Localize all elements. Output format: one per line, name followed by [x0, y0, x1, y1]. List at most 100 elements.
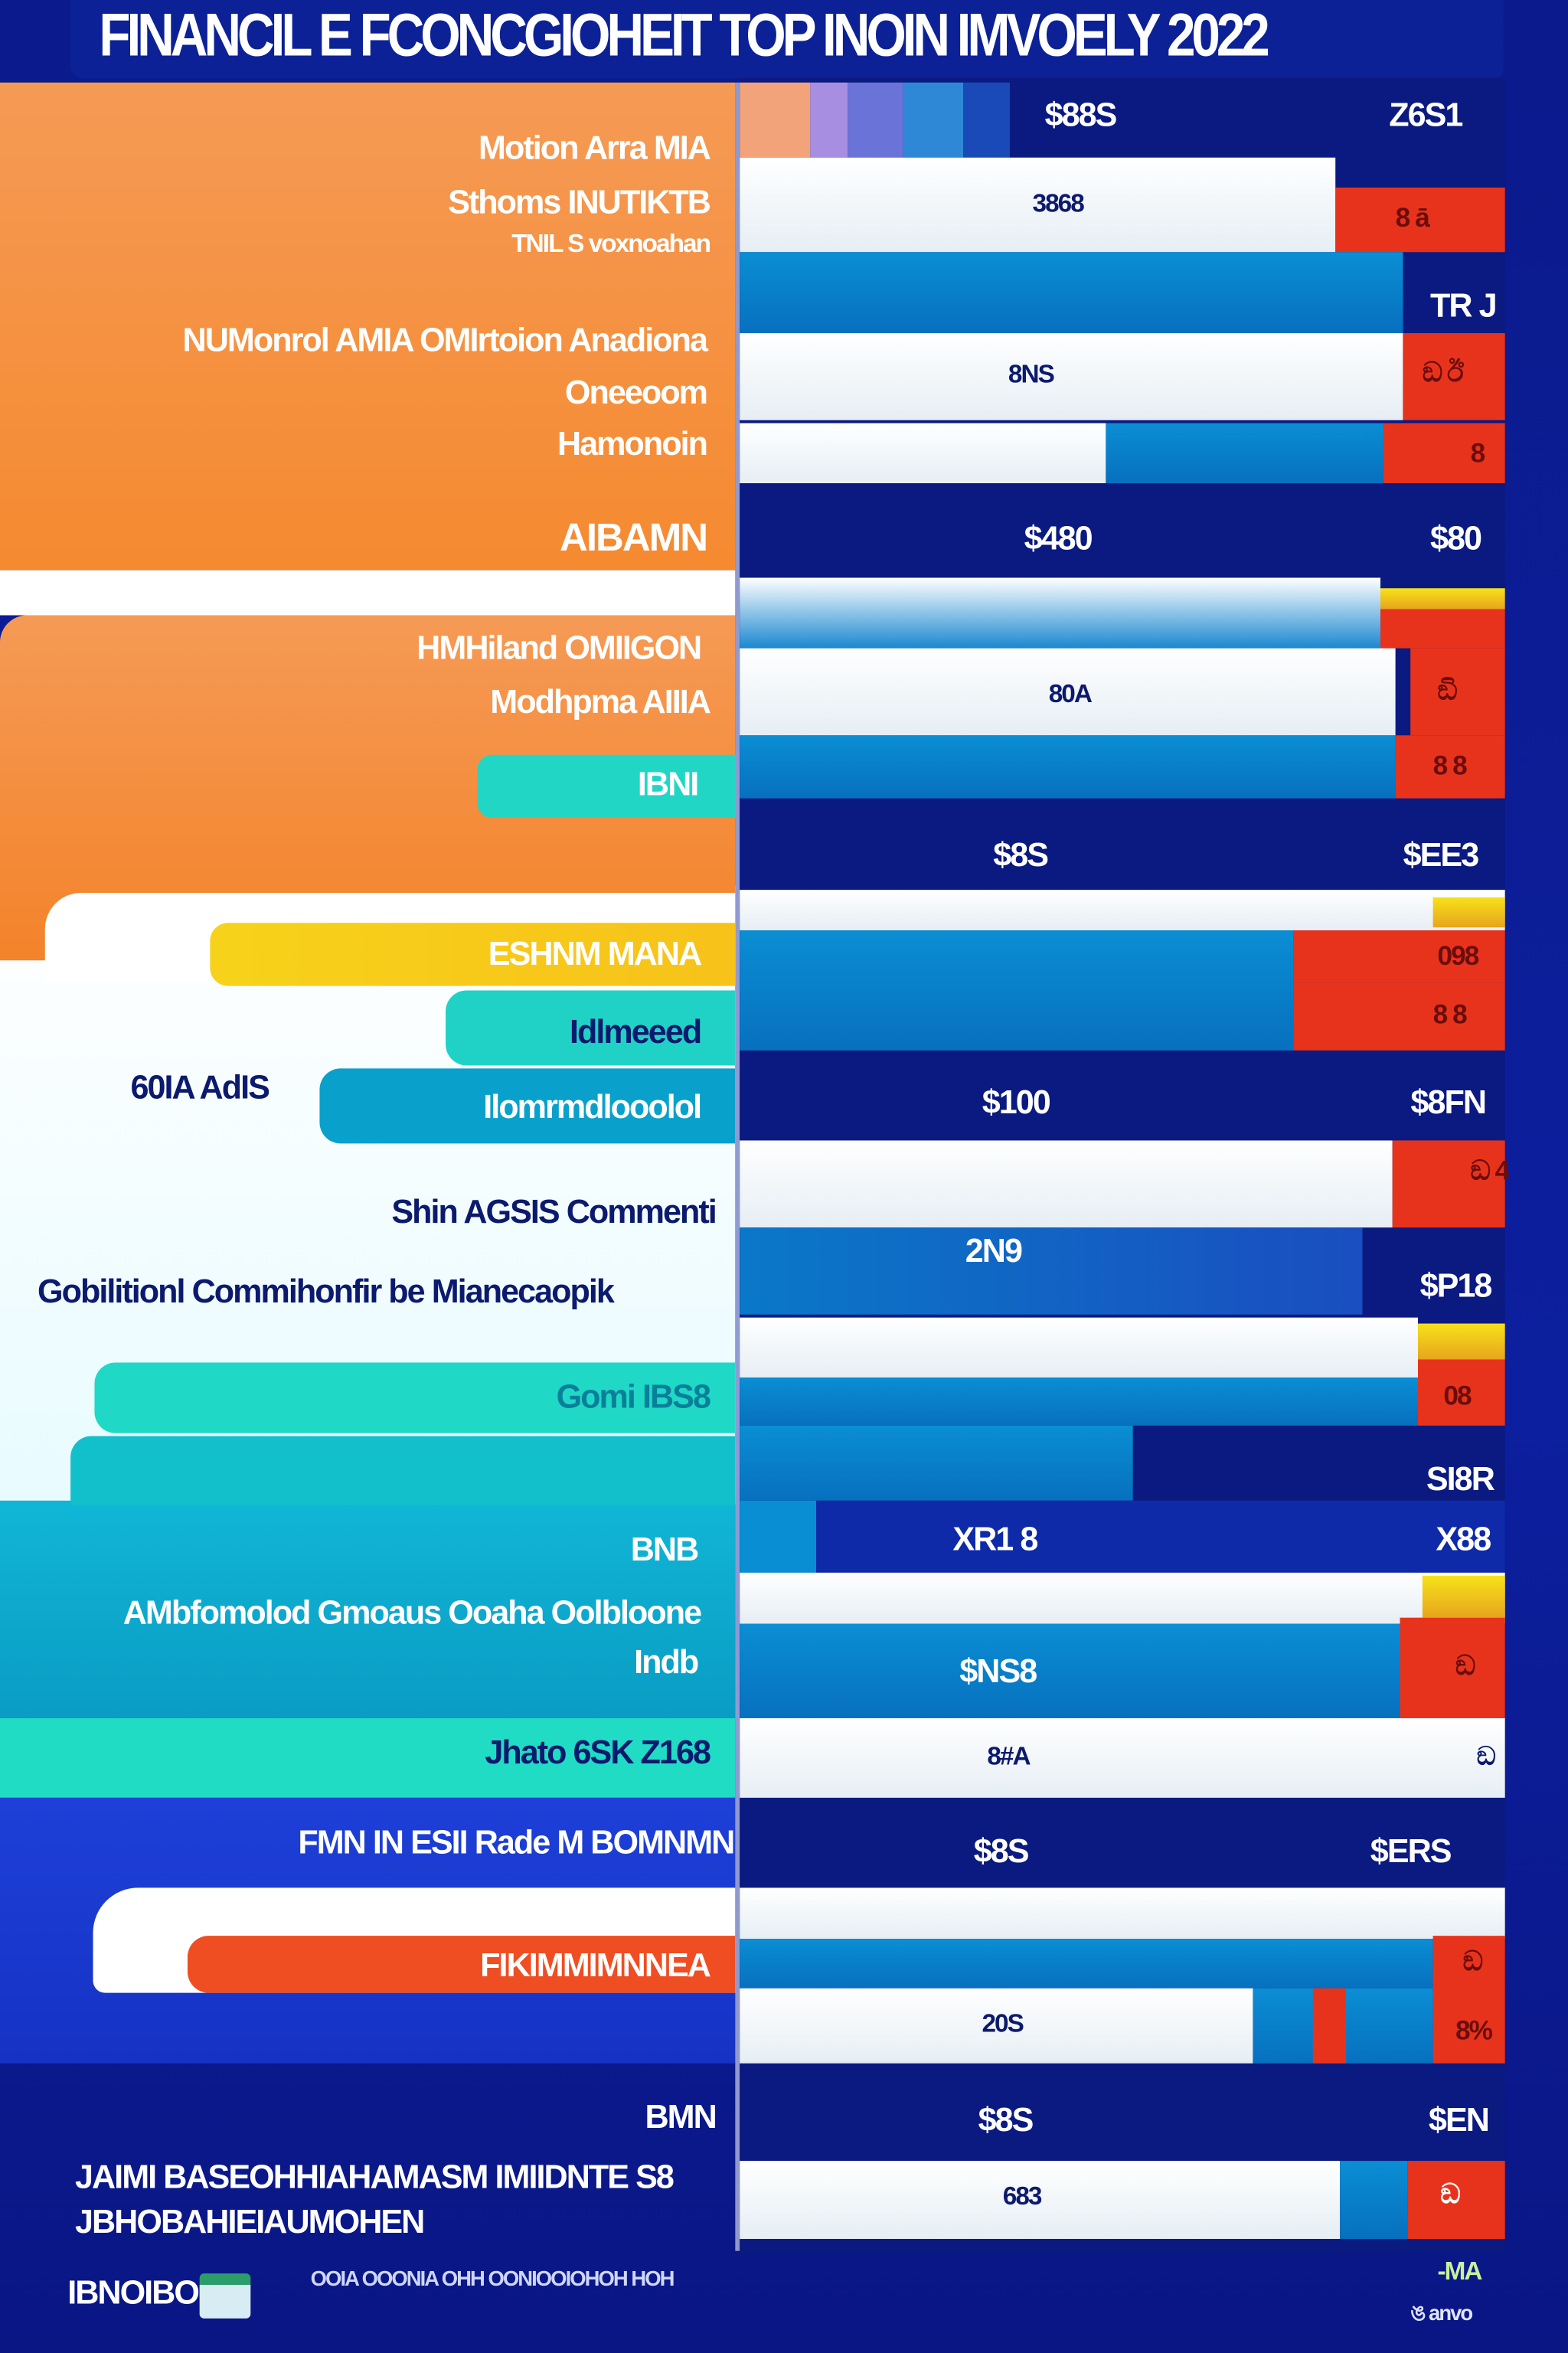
r4-value: 8NS	[1008, 360, 1055, 389]
bar-r18-red	[1418, 1359, 1505, 1426]
bar-r2	[740, 157, 1336, 253]
orange-section-1	[0, 82, 736, 570]
bar-r11-yellow	[1432, 897, 1505, 928]
r19-value: SI8R	[1426, 1459, 1495, 1498]
bar-r11	[740, 890, 1505, 931]
bar-r9	[740, 735, 1396, 799]
swatch-lavender	[810, 82, 848, 158]
r27-value: 20S	[982, 2009, 1024, 2038]
r10-value-a: $8S	[993, 835, 1049, 874]
r14-value-a: $100	[982, 1083, 1051, 1121]
r26-red-value: ඞ	[1462, 1946, 1483, 1977]
logo-icon	[199, 2273, 251, 2319]
label-s10-1: BMN	[645, 2097, 717, 2136]
footer-right-a: -MA	[1437, 2257, 1482, 2286]
pill-blue	[319, 1068, 736, 1144]
bar-r7-red	[1380, 609, 1505, 649]
pill-teal	[446, 990, 736, 1066]
r20-value-b: X88	[1436, 1520, 1491, 1558]
bar-r23	[740, 1717, 1505, 1798]
r9-red-value: 8 8	[1432, 750, 1468, 781]
pill-blue-label: Ilomrmdlooolol	[483, 1087, 702, 1126]
r12-red-value: 098	[1437, 940, 1479, 971]
footer-text: OOIA OOONIA OHH OONIOOIOHOH HOH	[310, 2266, 675, 2290]
bar-r22	[740, 1623, 1400, 1718]
footer-right-b: ঙ anvo	[1410, 2300, 1473, 2325]
r2-red-value: 8 ā	[1395, 202, 1430, 233]
bar-r29	[740, 2161, 1341, 2240]
label-s1-1: Motion Arra MIA	[479, 129, 711, 167]
bar-r5-red	[1383, 423, 1505, 484]
label-s2-3: Hamonoin	[557, 424, 708, 462]
label-s9: FMN IN ESII Rade M BOMNMN	[298, 1823, 735, 1861]
teal-section	[0, 1500, 736, 1718]
label-s6: Gobilitionl Commihonfir be Mianecaopik	[37, 1272, 615, 1310]
pill-teal-label: Idlmeeed	[569, 1012, 702, 1051]
pill-gomi-label: Gomi IBS8	[556, 1377, 711, 1416]
bar-r7	[740, 577, 1381, 649]
bar-r15-red	[1392, 1140, 1505, 1228]
bar-r19	[740, 1425, 1133, 1501]
bar-r5	[740, 423, 1106, 484]
logo-text: IBNOIBO	[67, 2273, 200, 2312]
divider	[735, 82, 740, 2251]
bar-r17-yellow	[1418, 1323, 1505, 1360]
pill-yellow-label: ESHNM MANA	[488, 934, 702, 972]
label-s1-3: TNIL S voxnoahan	[511, 229, 711, 259]
bar-r29-red	[1407, 2161, 1505, 2240]
label-s7-2: AMbfomolod Gmoaus Ooaha Oolbloone	[122, 1593, 702, 1632]
title-bar	[70, 0, 1504, 78]
bar-r7-yellow	[1380, 588, 1505, 609]
r29-value: 683	[1002, 2181, 1043, 2211]
label-s4-2: Modhpma AIIIA	[490, 682, 711, 721]
bar-r5-blue	[1106, 423, 1383, 484]
pill-red-label: FIKIMMIMNNEA	[480, 1946, 711, 1984]
r22-value: $NS8	[959, 1652, 1037, 1690]
label-s5: Shin AGSIS Commenti	[391, 1193, 717, 1231]
bar-r26	[740, 1939, 1433, 1989]
swatch-blue	[903, 82, 964, 158]
label-s10-2: JAIMI BASEOHHIAHAMASM IMIIDNTE S8	[74, 2158, 675, 2196]
r2-value: 3868	[1032, 188, 1085, 218]
label-s3: AIBAMN	[560, 515, 708, 560]
r18-red-value: 08	[1443, 1381, 1472, 1411]
bar-r27	[740, 1988, 1253, 2064]
page-title: FINANCIL E FCONCGIOHEIT TOP INOIN IMVOEL…	[99, 2, 1269, 70]
r3-value: TR J	[1429, 286, 1498, 325]
r1-value-b: Z6S1	[1389, 96, 1463, 134]
swatch-peach	[740, 82, 811, 158]
label-s10-3: JBHOBAHIEIAUMOHEN	[74, 2202, 425, 2240]
pill-ibni-label: IBNI	[637, 765, 699, 803]
label-s2-1: NUMonrol AMIA OMIrtoion Anadiona	[182, 321, 709, 359]
bar-r3	[740, 252, 1403, 334]
bar-r22-red	[1400, 1617, 1505, 1718]
r6-value-b: $80	[1429, 519, 1482, 557]
label-s1-2: Sthoms INUTIKTB	[448, 183, 711, 221]
bar-r2-red	[1335, 187, 1505, 253]
bar-r4	[740, 333, 1403, 420]
r24-value-a: $8S	[973, 1832, 1030, 1870]
label-s2-2: Oneeoom	[564, 373, 708, 411]
pill-ibni	[477, 754, 736, 819]
label-s7-3: Indb	[634, 1642, 699, 1681]
bar-r29-blue	[1340, 2161, 1408, 2240]
white-gap	[0, 570, 736, 616]
r1-value-a: $88S	[1044, 96, 1118, 134]
r28-value-a: $8S	[978, 2100, 1034, 2139]
bar-r21	[740, 1572, 1505, 1624]
bar-r12-red	[1293, 930, 1505, 983]
r8-red-value: ඞි	[1437, 675, 1457, 706]
label-s4-1: HMHiland OMIIGON	[416, 629, 702, 667]
bar-r21-yellow	[1422, 1575, 1505, 1618]
r24-value-b: $ERS	[1370, 1832, 1452, 1870]
bar-r26-red	[1432, 1936, 1505, 2064]
label-s7-1: BNB	[630, 1530, 699, 1568]
bar-r8	[740, 648, 1396, 736]
r13-red-value: 8 8	[1432, 999, 1468, 1030]
r15-red-value: ඞ 4	[1470, 1155, 1511, 1186]
r27-red-value: 8%	[1455, 2015, 1493, 2046]
bar-r9-red	[1395, 735, 1505, 799]
r28-value-b: $EN	[1428, 2100, 1490, 2139]
bar-r16	[740, 1227, 1363, 1315]
